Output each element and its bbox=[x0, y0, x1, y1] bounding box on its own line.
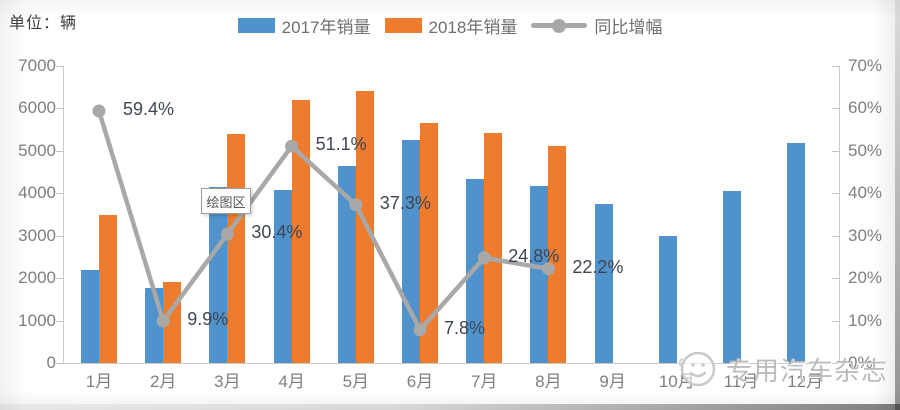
growth-point bbox=[413, 323, 427, 337]
growth-point-label: 9.9% bbox=[187, 308, 229, 329]
bar-2017-sales bbox=[723, 191, 741, 363]
y-axis-right-tickmark bbox=[832, 193, 839, 195]
bar-2017-sales bbox=[787, 143, 806, 363]
y-axis-right-tickmark bbox=[832, 278, 839, 280]
growth-point bbox=[541, 262, 555, 276]
y-axis-left-tick-label: 6000 bbox=[18, 98, 56, 118]
y-axis-left-tick-label: 1000 bbox=[18, 310, 56, 330]
growth-point-label: 30.4% bbox=[251, 222, 303, 243]
legend-item-yoy-growth: 同比增幅 bbox=[531, 13, 662, 38]
x-axis-label: 9月 bbox=[599, 372, 626, 391]
legend-item-2018-sales: 2018年销量 bbox=[384, 13, 518, 38]
y-axis-right-tick-label: 70% bbox=[848, 56, 883, 75]
plot-area-tooltip: 绘图区 bbox=[201, 188, 251, 214]
bar-2018-sales bbox=[99, 214, 117, 363]
bar-2017-sales bbox=[273, 189, 292, 363]
growth-point bbox=[92, 104, 106, 118]
x-axis-label: 11月 bbox=[723, 372, 759, 391]
y-axis-left-tickmark bbox=[56, 320, 63, 322]
bar-2017-sales bbox=[594, 204, 613, 363]
y-axis-left-tick-label: 5000 bbox=[18, 140, 56, 160]
y-axis-right-tick-label: 0% bbox=[848, 353, 873, 372]
bar-2018-sales bbox=[291, 99, 310, 363]
y-axis-left-tick-label: 3000 bbox=[18, 225, 56, 245]
x-axis-line bbox=[63, 363, 840, 364]
y-axis-right-tickmark bbox=[832, 235, 839, 237]
x-axis-label: 6月 bbox=[406, 372, 434, 391]
legend: 2017年销量 2018年销量 同比增幅 bbox=[0, 13, 900, 38]
y-axis-right-tick-label: 40% bbox=[848, 183, 883, 203]
y-axis-right-tick-label: 30% bbox=[848, 225, 883, 245]
y-axis-left-tick-label: 2000 bbox=[18, 268, 56, 288]
y-axis-right-tick-label: 10% bbox=[848, 310, 883, 330]
y-axis-right-tick-label: 60% bbox=[848, 98, 883, 118]
y-axis-left-tick-label: 4000 bbox=[18, 183, 56, 203]
growth-point bbox=[220, 227, 234, 241]
x-axis-label: 4月 bbox=[278, 372, 305, 391]
x-axis-label: 1月 bbox=[85, 372, 113, 391]
bar-2018-sales bbox=[355, 91, 374, 363]
y-axis-right-tickmark bbox=[832, 320, 839, 322]
y-axis-left-line bbox=[63, 66, 64, 363]
y-axis-left-tickmark bbox=[56, 66, 63, 67]
growth-point bbox=[285, 139, 299, 153]
legend-line-marker-icon bbox=[531, 18, 588, 33]
x-axis-label: 7月 bbox=[470, 372, 498, 391]
x-axis-label: 5月 bbox=[342, 372, 370, 391]
x-axis-label: 8月 bbox=[535, 372, 562, 391]
y-axis-right-tick-label: 50% bbox=[848, 140, 883, 160]
growth-point-label: 51.1% bbox=[315, 134, 367, 155]
y-axis-left-tickmark bbox=[56, 363, 63, 364]
legend-label-2018-sales: 2018年销量 bbox=[428, 18, 518, 37]
legend-swatch-2017-icon bbox=[237, 18, 275, 33]
y-axis-right-tickmark bbox=[832, 66, 839, 67]
y-axis-right-tick-label: 20% bbox=[848, 268, 883, 288]
legend-item-2017-sales: 2017年销量 bbox=[237, 13, 371, 38]
legend-label-yoy-growth: 同比增幅 bbox=[594, 18, 663, 37]
unit-label: 单位：辆 bbox=[9, 15, 78, 32]
growth-line bbox=[96, 108, 551, 333]
x-axis-label: 3月 bbox=[214, 372, 241, 391]
plot-area-tooltip-label: 绘图区 bbox=[206, 194, 246, 210]
growth-point-label: 24.8% bbox=[508, 245, 560, 266]
x-axis-label: 12月 bbox=[787, 372, 824, 391]
y-axis-right-line bbox=[839, 66, 840, 363]
bar-2018-sales bbox=[484, 132, 503, 363]
bar-2017-sales bbox=[81, 269, 99, 363]
growth-point-label: 7.8% bbox=[444, 317, 486, 338]
growth-point bbox=[156, 314, 170, 328]
bar-2017-sales bbox=[530, 185, 549, 363]
growth-point-label: 22.2% bbox=[572, 256, 624, 277]
growth-point bbox=[477, 251, 491, 265]
y-axis-left-tickmark bbox=[56, 235, 63, 237]
bar-2017-sales bbox=[337, 165, 356, 363]
bar-2018-sales bbox=[548, 146, 567, 363]
x-axis-label: 2月 bbox=[149, 372, 177, 391]
bar-2017-sales bbox=[658, 235, 677, 363]
legend-label-2017-sales: 2017年销量 bbox=[281, 18, 371, 37]
y-axis-left-tickmark bbox=[56, 108, 63, 110]
growth-point bbox=[349, 198, 363, 212]
y-axis-left-tickmark bbox=[56, 278, 63, 280]
growth-point-label: 37.3% bbox=[379, 192, 431, 213]
y-axis-left-tickmark bbox=[56, 150, 63, 152]
y-axis-left-tickmark bbox=[56, 193, 63, 195]
y-axis-left-tick-label: 7000 bbox=[18, 56, 56, 75]
y-axis-right-tickmark bbox=[832, 150, 839, 152]
y-axis-right-tickmark bbox=[832, 108, 839, 110]
y-axis-left-tick-label: 0 bbox=[46, 353, 56, 372]
growth-point-label: 59.4% bbox=[123, 98, 175, 119]
bar-2018-sales bbox=[420, 122, 438, 363]
legend-swatch-2018-icon bbox=[384, 18, 422, 33]
